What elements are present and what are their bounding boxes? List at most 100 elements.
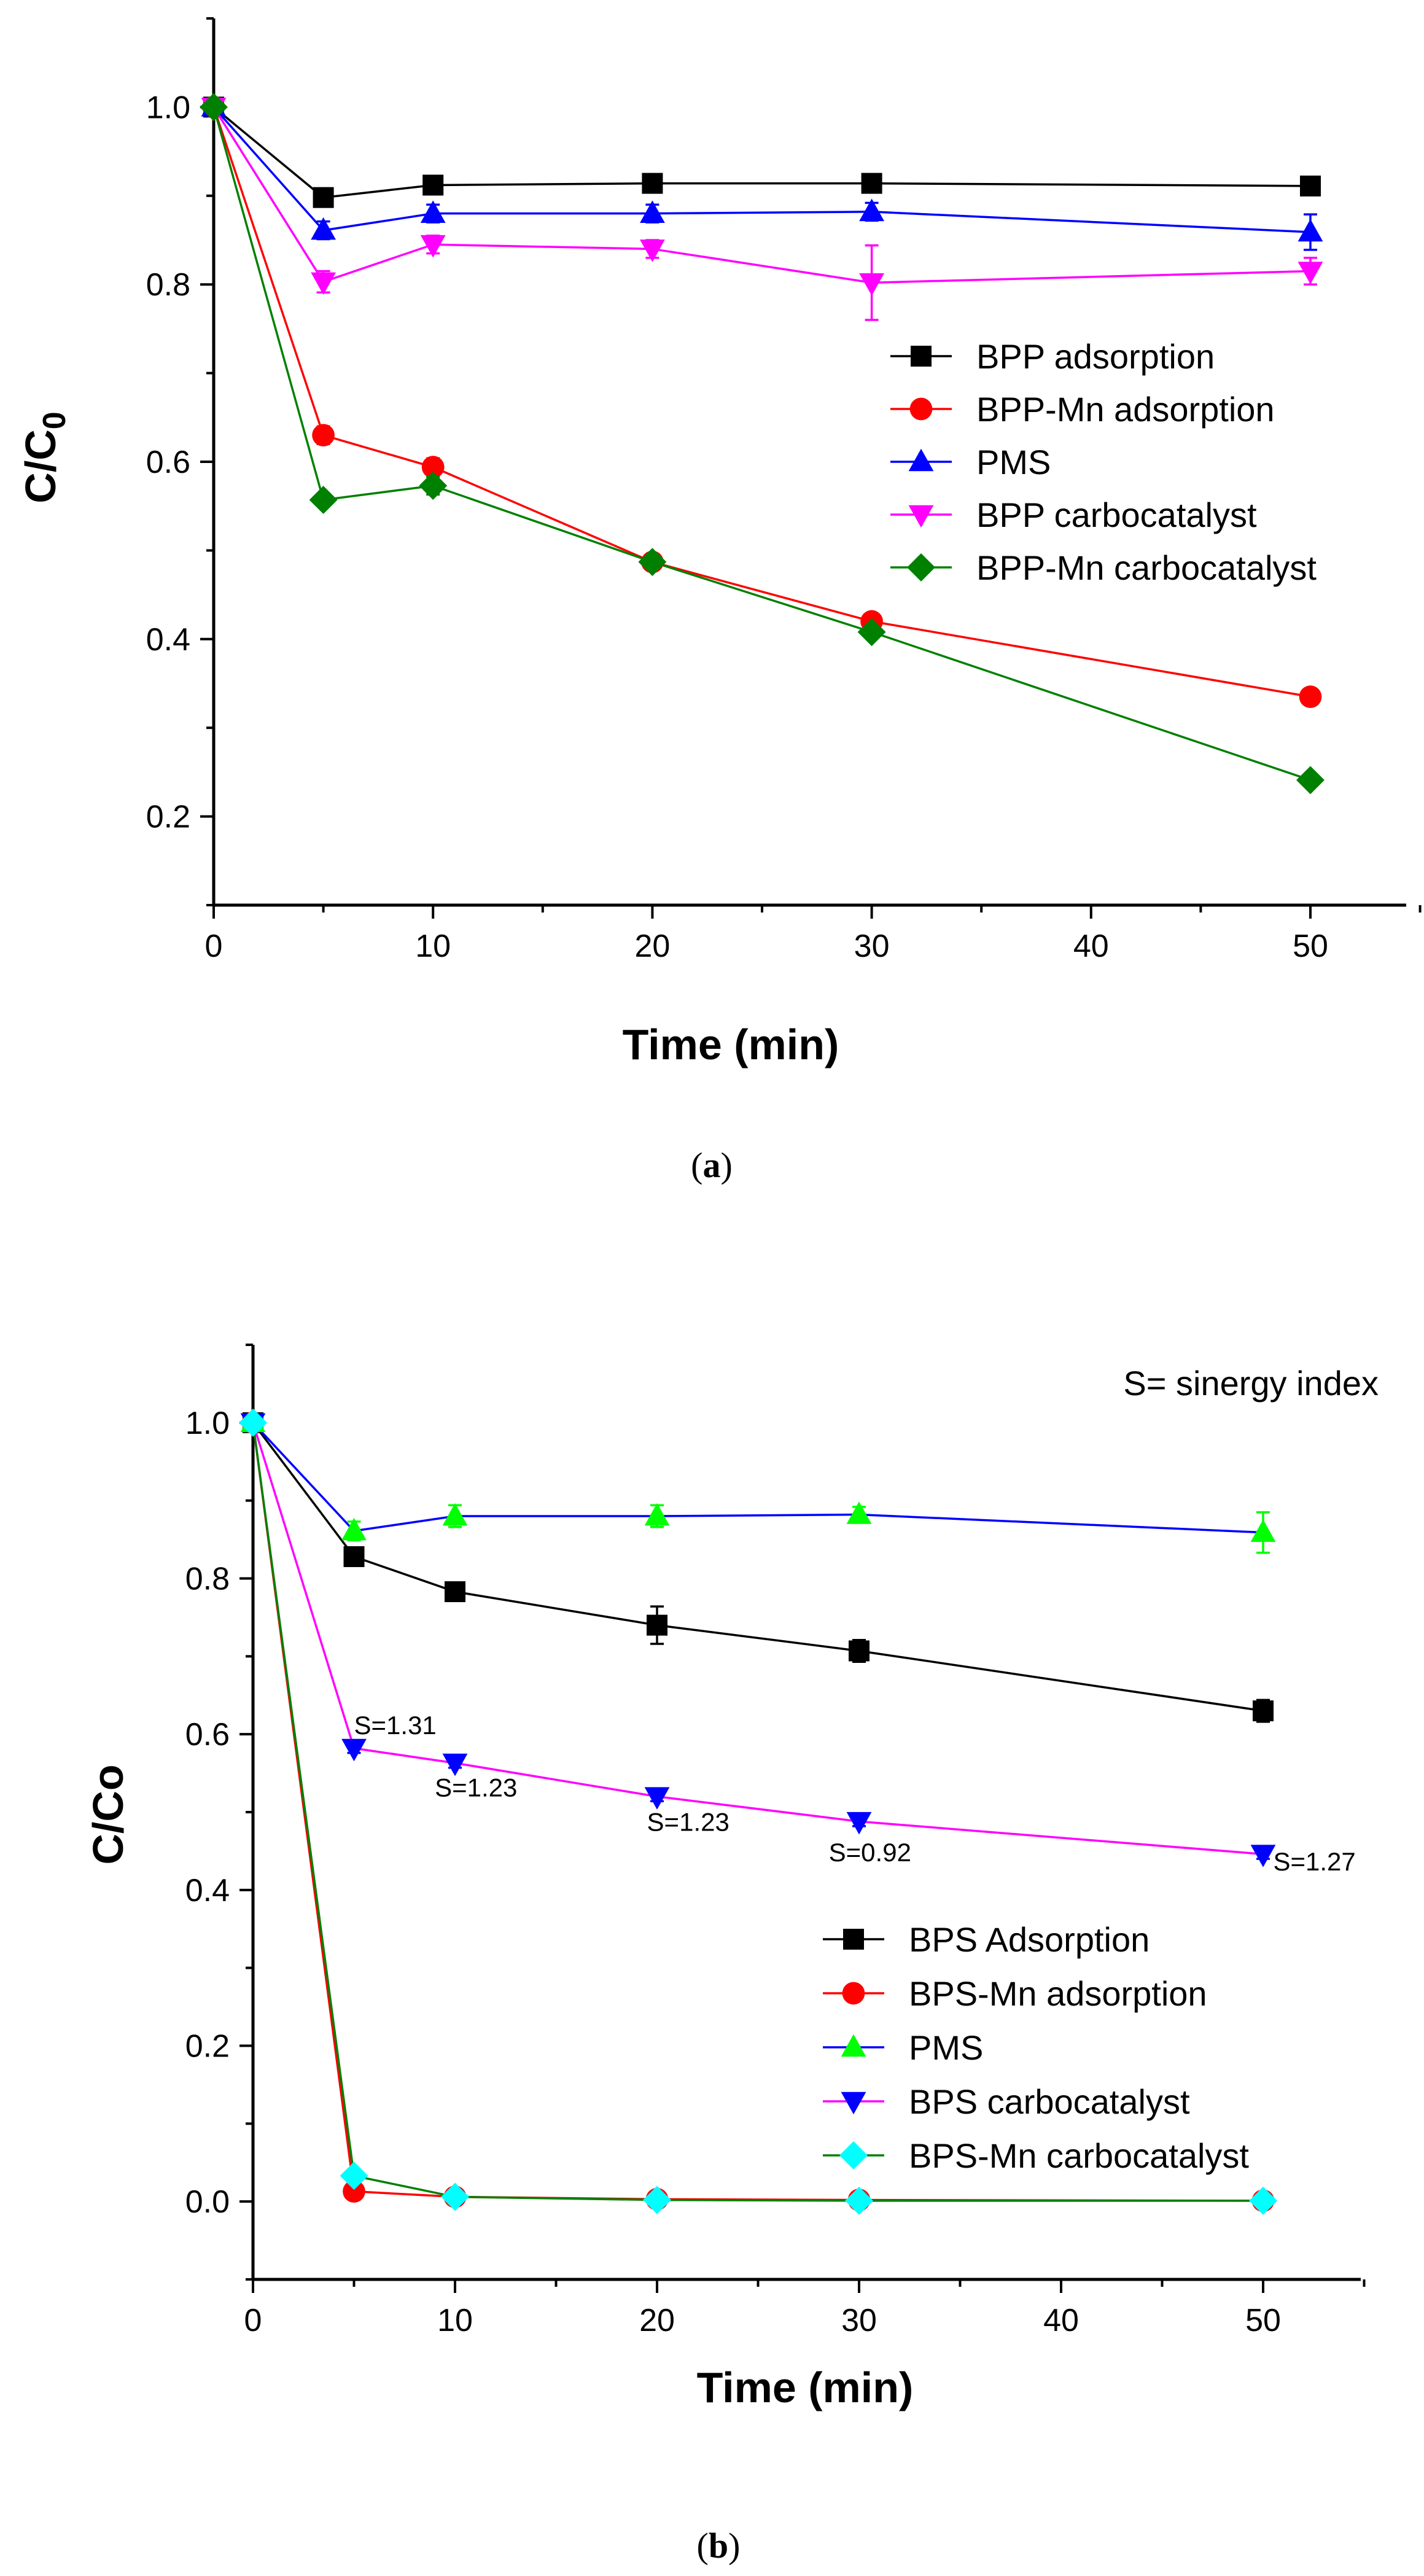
legend-marker [911,346,932,367]
series-line [252,1422,1264,1534]
series-line [212,106,1311,284]
data-point [638,548,667,577]
data-point [642,173,663,194]
data-point [861,173,882,194]
data-point [1298,219,1323,242]
x-tick-label: 40 [1043,2303,1079,2338]
y-tick-label: 0.4 [185,1873,230,1909]
data-point [644,1503,670,1526]
data-point [1249,2186,1277,2215]
data-point [341,1517,367,1541]
data-point [343,1546,365,1567]
y-tick-label: 0.8 [185,1562,230,1597]
legend-label: BPS-Mn adsorption [909,1974,1207,2013]
data-point [846,1501,872,1524]
synergy-label: S=1.31 [354,1711,437,1740]
x-tick-label: 10 [415,928,451,964]
y-axis-title: C/Co [84,1764,132,1864]
legend-marker [839,2141,868,2169]
data-point [309,486,338,515]
data-point [441,2182,469,2211]
synergy-label: S=1.23 [647,1807,730,1836]
series-line [252,1422,1263,2202]
series-bps-adsorption [243,1412,1274,1723]
series-group [239,1408,1277,2215]
x-tick-label: 10 [437,2303,473,2338]
panel-caption-a: (a) [691,1145,733,1185]
data-point [343,2180,365,2203]
series-line [252,1422,1264,1856]
legend-marker [909,397,933,421]
data-point [421,456,445,479]
data-point [311,272,336,295]
y-axis-title-subscript: 0 [37,411,72,429]
data-point [445,1581,465,1603]
x-tick-label: 30 [854,928,890,964]
legend-marker [841,2034,866,2057]
series-line [212,106,1311,782]
legend-marker [908,505,934,528]
data-point [849,1640,870,1662]
series-bps-mn-carbocatalyst [239,1408,1277,2215]
panel-caption-b: (b) [697,2526,741,2566]
data-point [340,2162,368,2190]
synergy-label: S=0.92 [829,1838,911,1867]
data-point [419,472,448,500]
caption-close: ) [728,2526,740,2566]
panel-b: 0 10 20 30 40 50 0.0 0.2 0.4 0.6 0.8 1.0 BPS Adsorp… [84,1344,1379,2566]
caption-close: ) [721,1145,733,1185]
data-point [859,198,884,222]
data-point [857,618,886,647]
legend: BPS Adsorption BPS-Mn adsorption PMS BPS ca… [823,1920,1249,2175]
x-tick-label: 40 [1073,928,1109,964]
caption-letter: a [703,1145,721,1185]
legend-label: BPP-Mn adsorption [976,390,1275,429]
series-line [212,106,1311,698]
data-point [647,1614,667,1636]
synergy-label: S=1.27 [1273,1847,1355,1876]
data-point [846,1811,872,1835]
legend-marker [907,553,935,582]
series-pms [240,1409,1276,1554]
series-bpp-mn-carbocatalyst [200,93,1325,795]
data-point [442,1503,468,1526]
y-tick-label: 0.6 [185,1717,230,1753]
series-line [212,106,1311,233]
data-point [859,273,884,296]
data-point [644,1787,670,1810]
synergy-label: S=1.23 [435,1773,517,1802]
series-line [212,106,1311,199]
y-tick-label: 0.6 [146,445,190,480]
data-point [1298,262,1323,284]
caption-open: ( [697,2526,709,2566]
data-point [1250,1519,1276,1542]
x-tick-label: 50 [1245,2303,1281,2338]
y-axis-title-main: C/Co [84,1764,132,1864]
data-point [1250,1845,1276,1867]
y-axis-title: C/C0 [17,411,72,503]
data-point [420,200,446,223]
data-point [640,200,665,223]
legend-label: BPS Adsorption [909,1920,1150,1959]
y-tick-label: 0.0 [185,2184,230,2220]
series-bpp-carbocatalyst [201,98,1323,321]
x-tick-label: 50 [1293,928,1328,964]
legend-marker [908,448,934,472]
y-tick-label: 1.0 [185,1406,230,1441]
data-point [442,1753,468,1776]
data-point [311,217,336,240]
series-pms [201,94,1323,251]
x-tick-label: 0 [205,928,223,964]
data-point [239,1408,267,1437]
data-point [643,2185,671,2214]
data-point [1296,766,1325,795]
data-point [341,1738,367,1762]
data-point [845,2186,873,2215]
data-point [422,174,444,196]
data-point [200,93,228,122]
y-tick-label: 0.2 [185,2029,230,2064]
annotations: S=1.31 S=1.23 S=1.23 S=0.92 S=1.27 [354,1711,1356,1876]
x-axis-title: Time (min) [623,1021,839,1068]
data-point [1299,685,1322,709]
